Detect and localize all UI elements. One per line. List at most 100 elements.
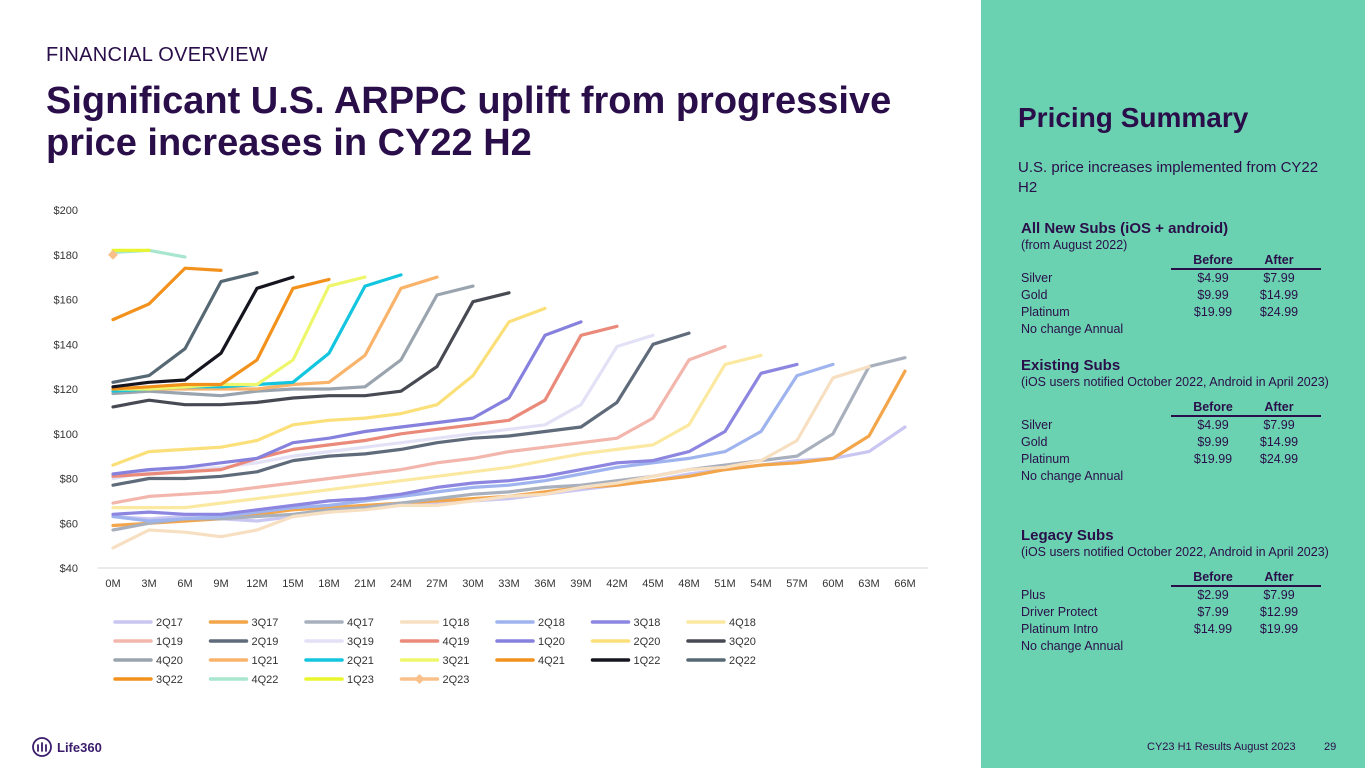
price-table-header: Before After: [1021, 253, 1351, 270]
x-tick-label: 60M: [822, 578, 843, 590]
series-line-2Q20: [111, 306, 547, 467]
series-line-4Q20: [111, 284, 475, 398]
x-tick-label: 30M: [462, 578, 483, 590]
legend-label-3Q17: 3Q17: [252, 617, 279, 629]
page-title: Significant U.S. ARPPC uplift from progr…: [46, 80, 892, 164]
legend-label-1Q18: 1Q18: [443, 617, 470, 629]
price-row: Plus $2.99 $7.99: [1021, 587, 1351, 604]
legend-label-2Q20: 2Q20: [634, 636, 661, 648]
series-line-2Q22: [111, 271, 259, 384]
x-tick-label: 39M: [570, 578, 591, 590]
before-header: Before: [1171, 570, 1255, 587]
series-line-3Q19: [111, 333, 655, 481]
section-title: Existing Subs: [1021, 357, 1121, 374]
price-row: Platinum $19.99 $24.99: [1021, 451, 1351, 468]
after-header: After: [1237, 253, 1321, 270]
series-line-1Q19: [111, 344, 727, 505]
pricing-summary-panel: Pricing Summary U.S. price increases imp…: [981, 0, 1365, 768]
price-row: Silver $4.99 $7.99: [1021, 417, 1351, 434]
price-before: $2.99: [1197, 588, 1229, 602]
legend-label-2Q17: 2Q17: [156, 617, 183, 629]
legend-label-3Q21: 3Q21: [443, 655, 470, 667]
legend-label-1Q19: 1Q19: [156, 636, 183, 648]
price-before: $9.99: [1197, 288, 1229, 302]
plan-label: Silver: [1021, 418, 1053, 432]
legend-label-4Q20: 4Q20: [156, 655, 183, 667]
legend-label-3Q19: 3Q19: [347, 636, 374, 648]
footer-text: CY23 H1 Results August 2023: [1147, 741, 1296, 753]
y-tick-label: $160: [54, 295, 78, 307]
price-after: $19.99: [1259, 622, 1299, 636]
legend-label-2Q22: 2Q22: [729, 655, 756, 667]
price-after: $7.99: [1263, 418, 1295, 432]
series-marker-2Q23: [108, 249, 118, 260]
series-line-2Q19: [111, 331, 691, 487]
price-before: $14.99: [1193, 622, 1233, 636]
x-tick-label: 18M: [318, 578, 339, 590]
section-all-new-subs: All New Subs (iOS + android) (from Augus…: [1021, 220, 1351, 338]
legend-label-3Q20: 3Q20: [729, 636, 756, 648]
price-before: $19.99: [1193, 305, 1233, 319]
legend-label-4Q17: 4Q17: [347, 617, 374, 629]
legend-label-1Q23: 1Q23: [347, 674, 374, 686]
y-tick-label: $120: [54, 384, 78, 396]
section-note: (from August 2022): [1021, 238, 1128, 252]
price-before: $19.99: [1193, 452, 1233, 466]
x-tick-label: 9M: [213, 578, 228, 590]
series-line-1Q20: [111, 320, 583, 476]
legend-label-2Q23: 2Q23: [443, 674, 470, 686]
pricing-summary-title: Pricing Summary: [1018, 102, 1249, 133]
series-line-4Q19: [111, 324, 619, 478]
x-tick-label: 45M: [642, 578, 663, 590]
life360-logo: Life360: [32, 737, 102, 757]
price-row: Platinum $19.99 $24.99: [1021, 304, 1351, 321]
series-line-4Q18: [111, 353, 763, 510]
x-tick-label: 3M: [141, 578, 156, 590]
no-change-annual: No change Annual: [1021, 322, 1124, 336]
price-row: Platinum Intro $14.99 $19.99: [1021, 621, 1351, 638]
series-line-3Q18: [111, 362, 799, 516]
before-header: Before: [1171, 253, 1255, 270]
section-title: Legacy Subs: [1021, 527, 1114, 544]
section-note: (iOS users notified October 2022, Androi…: [1021, 375, 1329, 389]
legend-marker-2Q23: [414, 674, 425, 684]
price-after: $7.99: [1263, 588, 1295, 602]
price-row: Driver Protect $7.99 $12.99: [1021, 604, 1351, 621]
x-tick-label: 51M: [714, 578, 735, 590]
plan-label: Gold: [1021, 435, 1048, 449]
page-number: 29: [1324, 741, 1337, 753]
x-tick-label: 57M: [786, 578, 807, 590]
x-tick-label: 15M: [282, 578, 303, 590]
legend-label-4Q19: 4Q19: [443, 636, 470, 648]
no-change-annual: No change Annual: [1021, 639, 1124, 653]
section-title: All New Subs (iOS + android): [1021, 220, 1229, 237]
series-line-3Q20: [111, 291, 511, 409]
section-note: (iOS users notified October 2022, Androi…: [1021, 545, 1329, 559]
plan-label: Platinum Intro: [1021, 622, 1099, 636]
before-header: Before: [1171, 400, 1255, 417]
plan-label: Plus: [1021, 588, 1046, 602]
y-tick-label: $40: [60, 563, 78, 575]
legend-label-4Q18: 4Q18: [729, 617, 756, 629]
price-row: Silver $4.99 $7.99: [1021, 270, 1351, 287]
arppc-line-chart: $200 $180 $160 $140 $120 $100 $80 $60 $40 0M 3M 6M 9…: [54, 205, 928, 686]
y-tick-label: $200: [54, 205, 78, 217]
series-line-4Q21: [111, 277, 331, 391]
plan-label: Platinum: [1021, 452, 1070, 466]
legend-label-1Q22: 1Q22: [634, 655, 661, 667]
y-tick-label: $140: [54, 339, 78, 351]
price-row: Gold $9.99 $14.99: [1021, 287, 1351, 304]
plan-label: Silver: [1021, 271, 1053, 285]
x-tick-label: 21M: [354, 578, 375, 590]
x-tick-label: 63M: [858, 578, 879, 590]
x-tick-label: 54M: [750, 578, 771, 590]
life360-logo-text: Life360: [57, 739, 102, 755]
plan-label: Driver Protect: [1021, 605, 1098, 619]
legend-label-1Q20: 1Q20: [538, 636, 565, 648]
price-before: $7.99: [1197, 605, 1229, 619]
legend-label-3Q18: 3Q18: [634, 617, 661, 629]
price-table-header: Before After: [1021, 400, 1351, 417]
series-line-4Q17: [111, 356, 907, 532]
legend-label-1Q21: 1Q21: [252, 655, 279, 667]
price-before: $9.99: [1197, 435, 1229, 449]
